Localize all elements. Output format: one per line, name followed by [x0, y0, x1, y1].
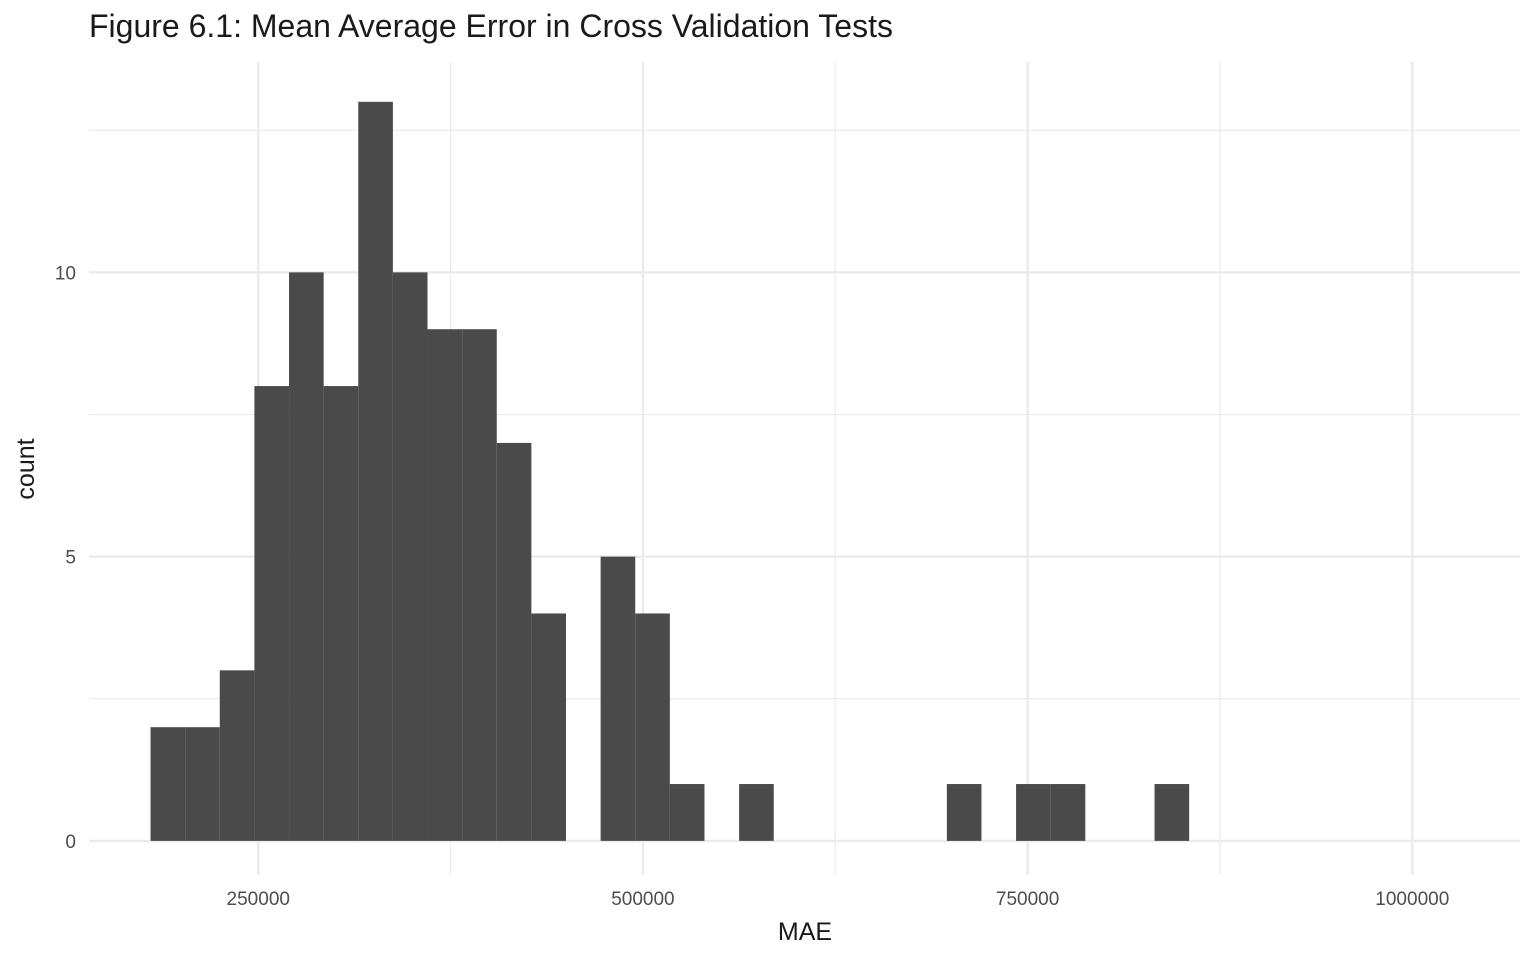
histogram-bar: [739, 784, 774, 841]
y-axis-title: count: [12, 438, 40, 499]
x-tick-label: 750000: [996, 889, 1059, 910]
histogram-bar: [1016, 784, 1051, 841]
histogram-bar: [358, 101, 393, 841]
histogram-bar: [635, 613, 670, 841]
y-tick-label: 5: [65, 548, 76, 569]
histogram-bar: [531, 613, 566, 841]
x-tick-label: 500000: [611, 889, 674, 910]
histogram-bar: [1154, 784, 1190, 841]
chart-title: Figure 6.1: Mean Average Error in Cross …: [89, 8, 893, 44]
x-tick-label: 250000: [227, 889, 290, 910]
histogram-bar: [289, 272, 324, 841]
histogram-bar: [185, 727, 220, 841]
histogram-bar: [496, 442, 532, 841]
histogram-bar: [254, 386, 290, 841]
histogram-bar: [1050, 784, 1086, 841]
histogram-bar: [462, 329, 497, 841]
histogram-bar: [600, 556, 636, 841]
y-tick-label: 0: [65, 832, 76, 853]
histogram-bar: [323, 386, 359, 841]
grid-layer: [89, 62, 1520, 875]
histogram-bar: [392, 272, 428, 841]
x-axis-title: MAE: [778, 918, 832, 946]
x-tick-label: 1000000: [1375, 889, 1449, 910]
histogram-bar: [219, 670, 255, 841]
tick-labels-layer: 250000 500000 750000 1000000 0 5 10: [55, 263, 1449, 910]
bars-layer: [150, 101, 1190, 841]
histogram-bar: [946, 784, 982, 841]
histogram-bar: [669, 784, 705, 841]
histogram-bar: [150, 727, 186, 841]
histogram-bar: [427, 329, 463, 841]
y-tick-label: 10: [55, 263, 76, 284]
